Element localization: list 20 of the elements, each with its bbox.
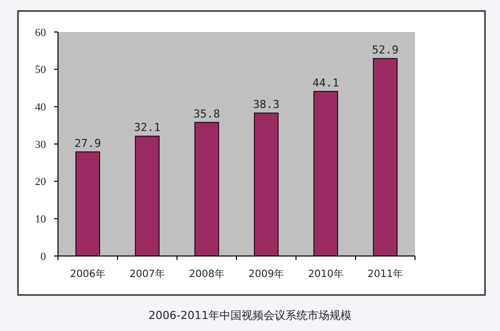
y-tick-label: 0 [40,250,46,263]
y-tick-label: 30 [35,138,46,151]
data-label: 38.3 [253,98,280,112]
x-tick-label: 2006年 [70,268,106,280]
y-tick-label: 20 [35,176,46,188]
x-tick-label: 2007年 [130,268,165,280]
x-tick-label: 2008年 [189,268,224,280]
x-tick-label: 2009年 [248,268,284,280]
y-tick-label: 40 [35,102,46,114]
data-label: 44.1 [312,76,339,90]
data-label: 52.9 [372,44,398,57]
text: 2006-2011年中国视频会议系统市场规模 [148,309,352,322]
y-tick-label: 50 [35,64,46,76]
y-tick-label: 60 [35,26,46,39]
x-tick-label: 2010年 [308,268,344,280]
data-label: 32.1 [134,121,160,134]
data-label: 27.9 [74,136,101,150]
y-tick-label: 10 [35,214,46,226]
x-tick-label: 2011年 [368,268,403,280]
data-label: 35.8 [194,107,220,120]
